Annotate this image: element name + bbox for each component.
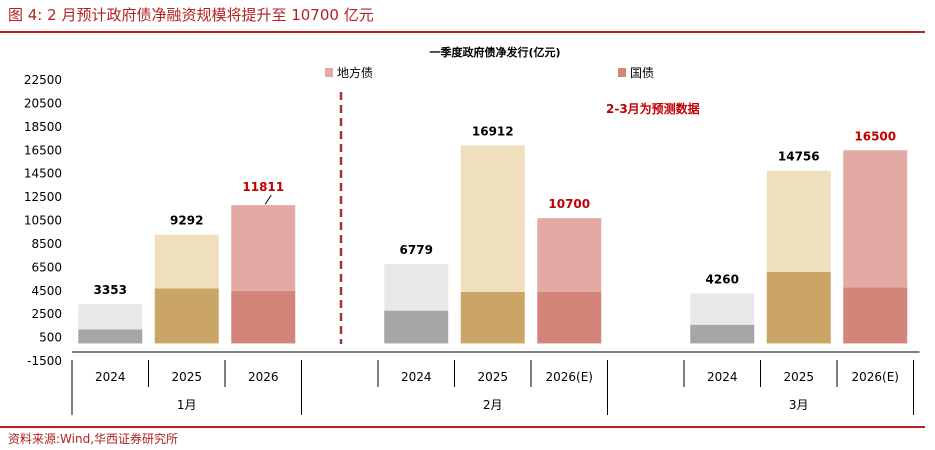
x-category-label: 2026(E) [546, 370, 593, 384]
forecast-note: 2-3月为预测数据 [606, 101, 700, 116]
x-group-label: 1月 [177, 398, 197, 412]
x-axis: 2024 2025 2026 1月 2024 2025 2026(E) 2月 2024 2025 2… [71, 351, 920, 415]
y-tick-label: 8500 [31, 237, 62, 251]
chart: 一季度政府债净发行(亿元) 地方债 国债 2-3月为预测数据 -1500 500 2… [24, 45, 920, 415]
bar-local [843, 150, 908, 288]
bar-local [766, 170, 831, 273]
x-group-label: 3月 [789, 398, 809, 412]
legend-label-local: 地方债 [337, 65, 373, 80]
x-category-label: 2024 [95, 370, 126, 384]
y-tick-label: 14500 [24, 167, 62, 181]
y-axis: -1500 500 2500 4500 6500 8500 10500 12500 14500 1… [24, 73, 62, 368]
x-category-label: 2024 [401, 370, 432, 384]
bar-national [231, 290, 296, 344]
figure-title: 图 4: 2 月预计政府债净融资规模将提升至 10700 亿元 [8, 6, 374, 24]
y-tick-label: 2500 [31, 307, 62, 321]
bar-national [843, 287, 908, 344]
bar-value-label: 16912 [472, 124, 514, 138]
legend-swatch-national [618, 68, 626, 77]
y-tick-label: 10500 [24, 214, 62, 228]
x-category-label: 2025 [171, 370, 202, 384]
bar-local [460, 145, 525, 292]
x-group-label: 2月 [483, 398, 503, 412]
y-tick-label: 22500 [24, 73, 62, 87]
bar-value-label: 10700 [548, 197, 590, 211]
bar-national [384, 310, 449, 344]
y-tick-label: 16500 [24, 143, 62, 157]
bar-value-label: 4260 [706, 273, 739, 287]
bottom-rule [0, 426, 925, 428]
x-category-label: 2024 [707, 370, 738, 384]
bar-value-label: 9292 [170, 214, 203, 228]
bar-national [690, 324, 755, 344]
chart-title: 一季度政府债净发行(亿元) [429, 45, 560, 59]
bar-national [460, 291, 525, 344]
y-tick-label: 20500 [24, 96, 62, 110]
bar-local [154, 234, 219, 289]
bar-local [690, 293, 755, 325]
bar-value-label: 14756 [778, 150, 820, 164]
bar-local [231, 205, 296, 291]
bar-value-label: 16500 [854, 129, 896, 143]
bar-value-label: 6779 [400, 243, 433, 257]
y-tick-label: -1500 [27, 354, 62, 368]
bar-value-label: 3353 [94, 283, 127, 297]
bar-value-label: 11811 [242, 180, 284, 194]
label-leader-line [264, 194, 272, 205]
y-tick-label: 500 [39, 331, 62, 345]
bar-local [78, 304, 143, 330]
x-category-label: 2026 [248, 370, 279, 384]
y-tick-label: 6500 [31, 260, 62, 274]
y-tick-label: 4500 [31, 284, 62, 298]
bar-national [78, 329, 143, 344]
bar-series: 3353 9292 11811 6779 16912 10700 4260 14756 1650… [78, 124, 908, 344]
x-category-label: 2025 [783, 370, 814, 384]
x-category-label: 2025 [477, 370, 508, 384]
x-category-label: 2026(E) [852, 370, 899, 384]
bar-local [384, 264, 449, 311]
bar-national [537, 291, 602, 344]
legend-label-national: 国债 [630, 66, 654, 80]
y-tick-label: 12500 [24, 190, 62, 204]
bar-national [766, 272, 831, 344]
bar-national [154, 288, 219, 344]
bar-local [537, 218, 602, 292]
legend-swatch-local [325, 68, 333, 77]
title-rule [0, 31, 925, 33]
source-note: 资料来源:Wind,华西证券研究所 [8, 432, 179, 446]
y-tick-label: 18500 [24, 120, 62, 134]
